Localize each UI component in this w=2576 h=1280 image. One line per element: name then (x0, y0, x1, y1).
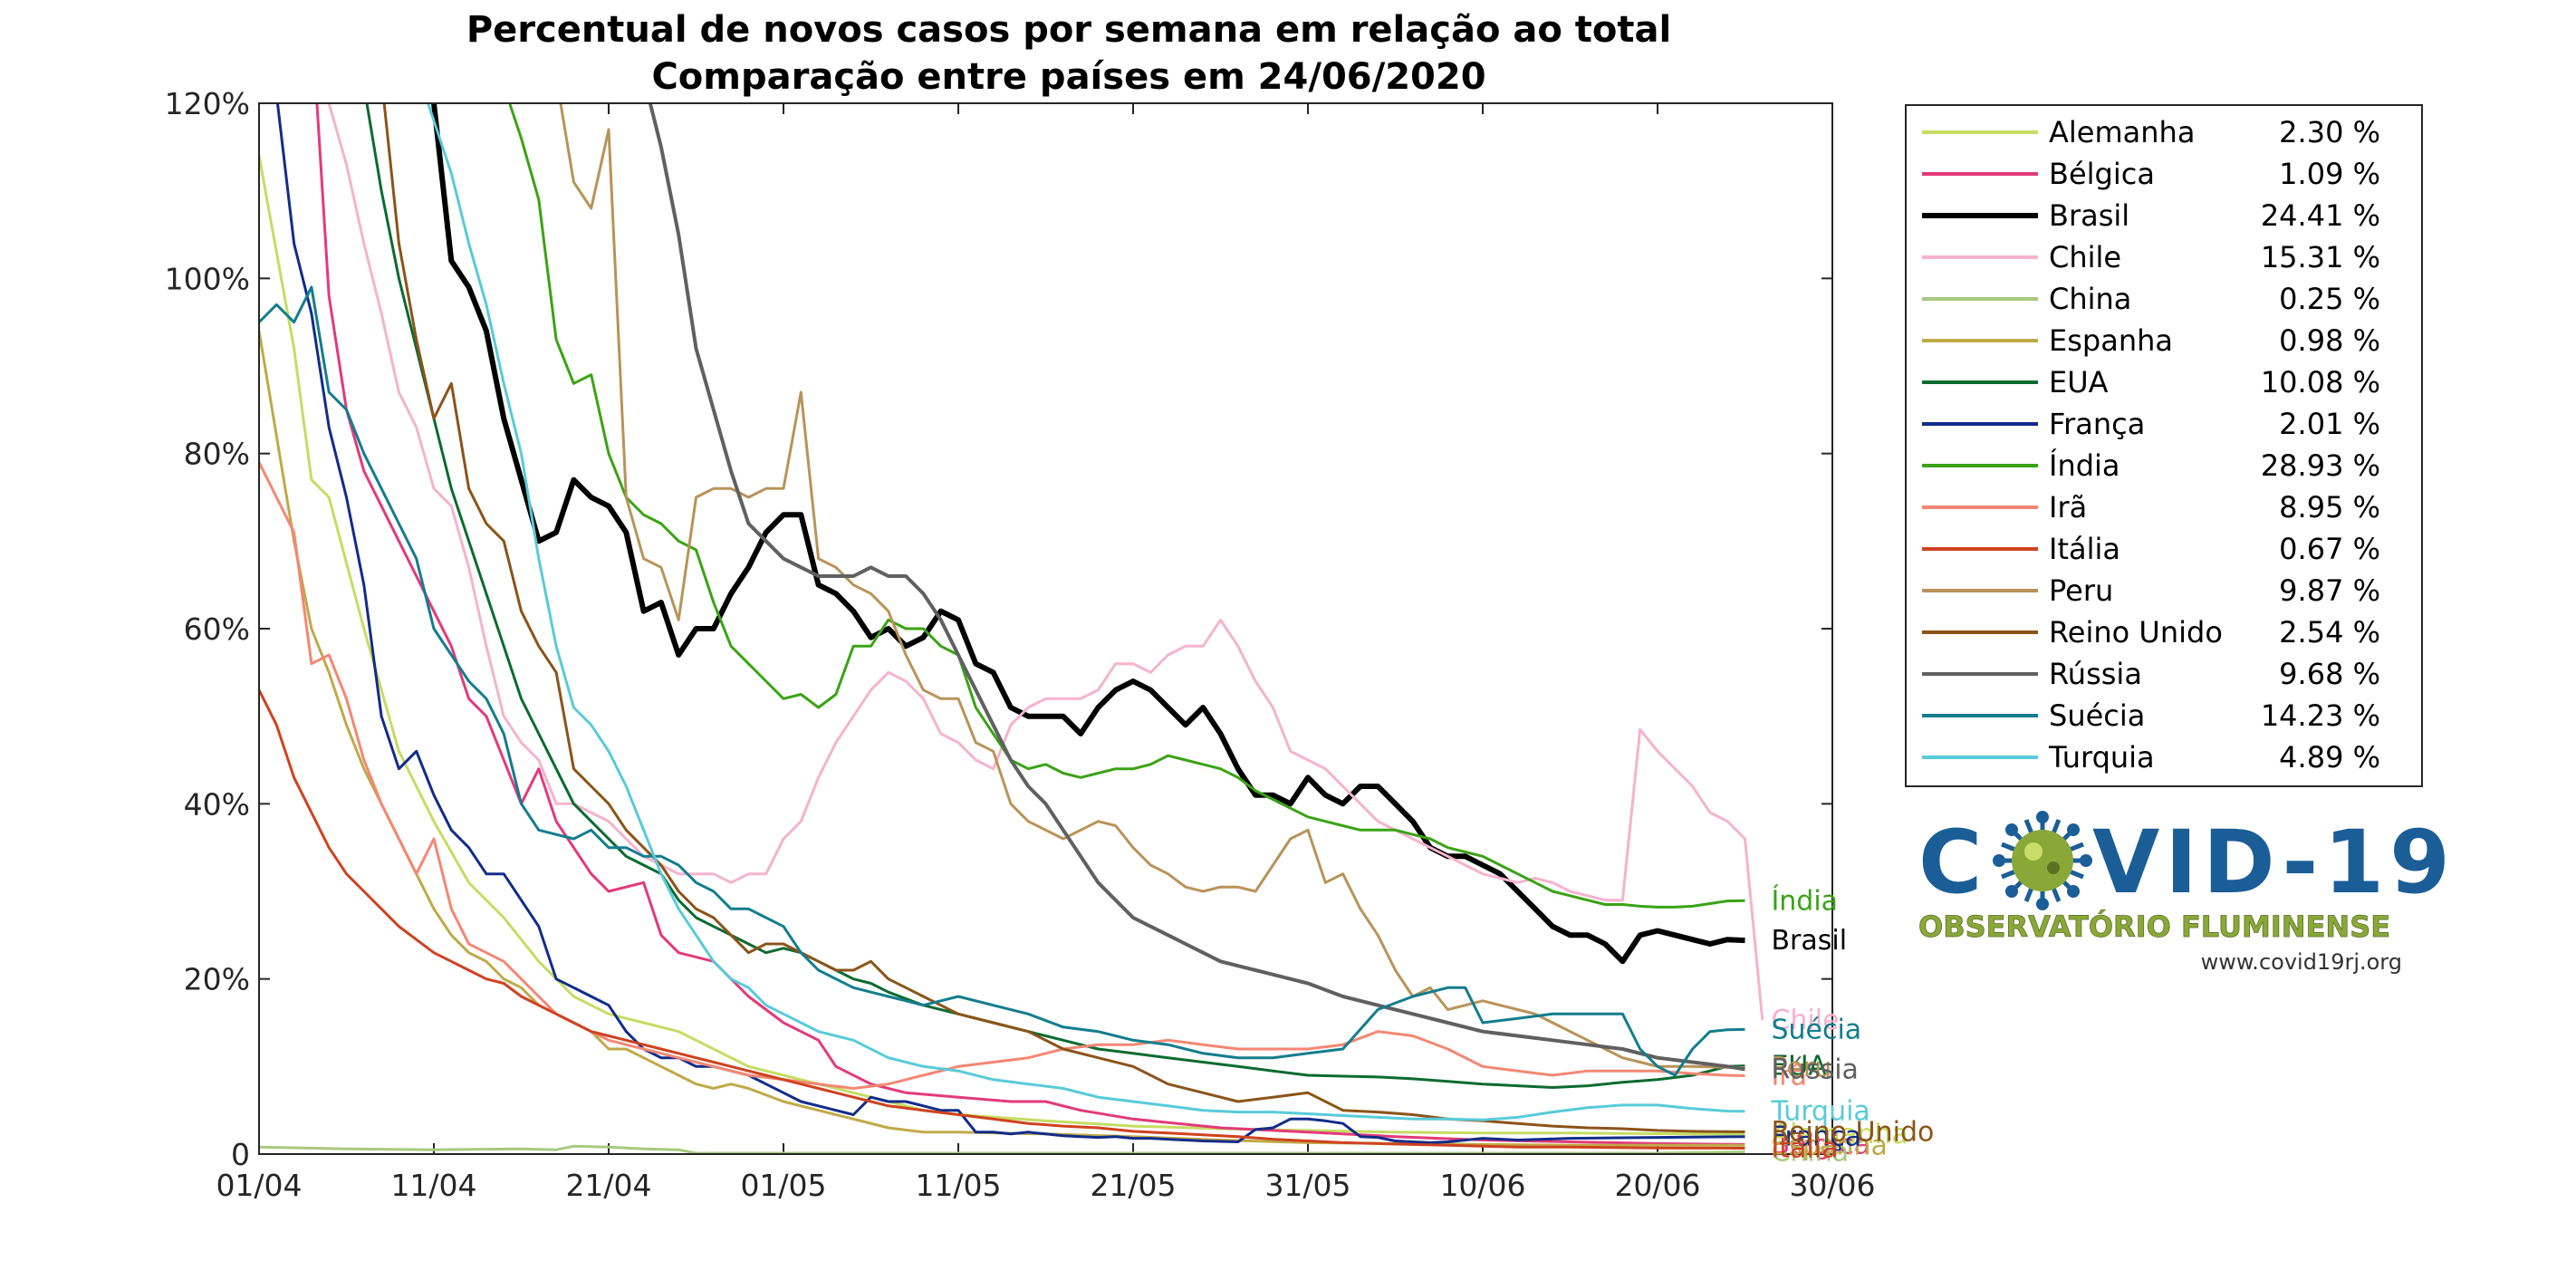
logo-subtitle: OBSERVATÓRIO FLUMINENSE (1918, 909, 2390, 944)
chart-subtitle: Comparação entre países em 24/06/2020 (651, 56, 1485, 98)
end-label-reino-unido: Reino Unido (1771, 1116, 1934, 1148)
end-label-brasil: Brasil (1771, 925, 1847, 957)
x-tick-label: 31/05 (1264, 1168, 1350, 1203)
legend-value-china: 0.25 % (2279, 282, 2380, 316)
legend-value-peru: 9.87 % (2279, 573, 2380, 608)
legend-value-franca: 2.01 % (2279, 407, 2380, 441)
x-tick-label: 01/05 (740, 1168, 826, 1203)
series-line-italia (259, 689, 1745, 1150)
end-label-italia: Itália (1771, 1133, 1838, 1165)
legend-value-italia: 0.67 % (2279, 532, 2380, 566)
series-line-peru (559, 103, 1745, 1070)
end-label-alemanha: Alemanha (1771, 1119, 1908, 1150)
series-line-belgica (315, 103, 1745, 1146)
y-tick-label: 120% (165, 86, 250, 121)
series-line-brasil (431, 103, 1745, 965)
legend-name-reino-unido: Reino Unido (2049, 615, 2223, 650)
logo-url: www.covid19rj.org (2201, 949, 2402, 975)
legend-name-alemanha: Alemanha (2049, 115, 2195, 149)
legend-value-india: 28.93 % (2261, 448, 2380, 483)
x-tick-label: 10/06 (1439, 1168, 1525, 1203)
legend-name-italia: Itália (2049, 532, 2120, 566)
legend-value-espanha: 0.98 % (2279, 323, 2380, 358)
x-tick-label: 11/04 (390, 1168, 476, 1203)
end-label-turquia: Turquia (1770, 1096, 1870, 1128)
y-tick-label: 80% (184, 437, 250, 472)
legend-name-ira: Irã (2049, 490, 2087, 525)
plot-frame (258, 102, 1833, 1155)
legend-name-franca: França (2049, 407, 2145, 441)
end-label-chile: Chile (1771, 1005, 1839, 1036)
series-line-india (508, 103, 1745, 909)
legend-name-suecia: Suécia (2049, 698, 2145, 733)
series-line-franca (275, 103, 1745, 1144)
legend-name-brasil: Brasil (2049, 198, 2129, 233)
series-line-alemanha (259, 155, 1745, 1136)
y-tick-label: 100% (165, 261, 250, 296)
legend: Alemanha 2.30 % Bélgica 1.09 % Brasil 24.41 %… (1905, 104, 2423, 787)
legend-name-peru: Peru (2049, 573, 2113, 608)
series-line-chile (327, 103, 1764, 1021)
legend-name-eua: EUA (2049, 365, 2109, 399)
legend-value-ira: 8.95 % (2279, 490, 2380, 525)
x-tick-label: 20/06 (1614, 1168, 1700, 1203)
end-label-franca: França (1771, 1121, 1861, 1153)
end-label-ira: Irã (1771, 1060, 1807, 1092)
legend-name-russia: Rússia (2049, 657, 2142, 691)
end-label-india: Índia (1771, 884, 1838, 917)
y-tick-label: 20% (184, 962, 250, 997)
y-tick-label: 0 (231, 1137, 250, 1172)
legend-name-india: Índia (2049, 448, 2120, 483)
end-label-russia: Rússia (1771, 1054, 1859, 1085)
legend-name-chile: Chile (2049, 240, 2121, 274)
series-line-espanha (259, 331, 1745, 1147)
legend-value-suecia: 14.23 % (2261, 698, 2380, 733)
series-line-reino-unido (382, 103, 1745, 1133)
x-tick-label: 21/05 (1090, 1168, 1176, 1203)
y-tick-label: 40% (184, 786, 250, 822)
x-tick-label: 01/04 (216, 1168, 302, 1203)
end-label-espanha: Espanha (1771, 1130, 1887, 1161)
end-label-peru: Peru (1771, 1053, 1831, 1084)
legend-value-chile: 15.31 % (2261, 240, 2380, 274)
end-label-eua: EUA (1771, 1051, 1827, 1083)
legend-value-alemanha: 2.30 % (2279, 115, 2380, 149)
legend-value-brasil: 24.41 % (2261, 198, 2380, 233)
y-tick-label: 60% (184, 611, 250, 647)
end-label-belgica: Bélgica (1771, 1129, 1870, 1160)
virus-icon (1993, 811, 2092, 910)
end-label-china: China (1771, 1137, 1849, 1169)
legend-value-belgica: 1.09 % (2279, 157, 2380, 191)
legend-name-espanha: Espanha (2049, 323, 2173, 358)
legend-value-reino-unido: 2.54 % (2279, 615, 2380, 650)
series-line-russia (648, 103, 1745, 1072)
legend-name-belgica: Bélgica (2049, 157, 2155, 191)
series-line-turquia (426, 103, 1745, 1121)
logo-text-c: C (1918, 812, 1987, 913)
legend-value-eua: 10.08 % (2261, 365, 2380, 399)
logo-text-vid: VID-19 (2092, 812, 2456, 913)
legend-value-russia: 9.68 % (2279, 657, 2380, 691)
legend-value-turquia: 4.89 % (2279, 740, 2380, 775)
legend-name-china: China (2049, 282, 2131, 316)
x-tick-label: 21/04 (565, 1168, 651, 1203)
x-tick-label: 30/06 (1789, 1168, 1875, 1203)
chart-title: Percentual de novos casos por semana em … (466, 9, 1671, 51)
x-tick-label: 11/05 (915, 1168, 1001, 1203)
axis-ticks: 01/04 11/04 21/04 01/05 11/05 21/05 31/05 10/06… (165, 86, 1876, 1203)
covid-logo: C VID-19 OBSERVATÓRIO FLU (1918, 811, 2456, 975)
plot-lines (259, 103, 1764, 1154)
series-line-suecia (259, 285, 1745, 1077)
legend-name-turquia: Turquia (2048, 740, 2155, 775)
series-line-ira (259, 461, 1745, 1090)
series-line-eua (365, 103, 1745, 1089)
end-label-suecia: Suécia (1771, 1014, 1861, 1045)
